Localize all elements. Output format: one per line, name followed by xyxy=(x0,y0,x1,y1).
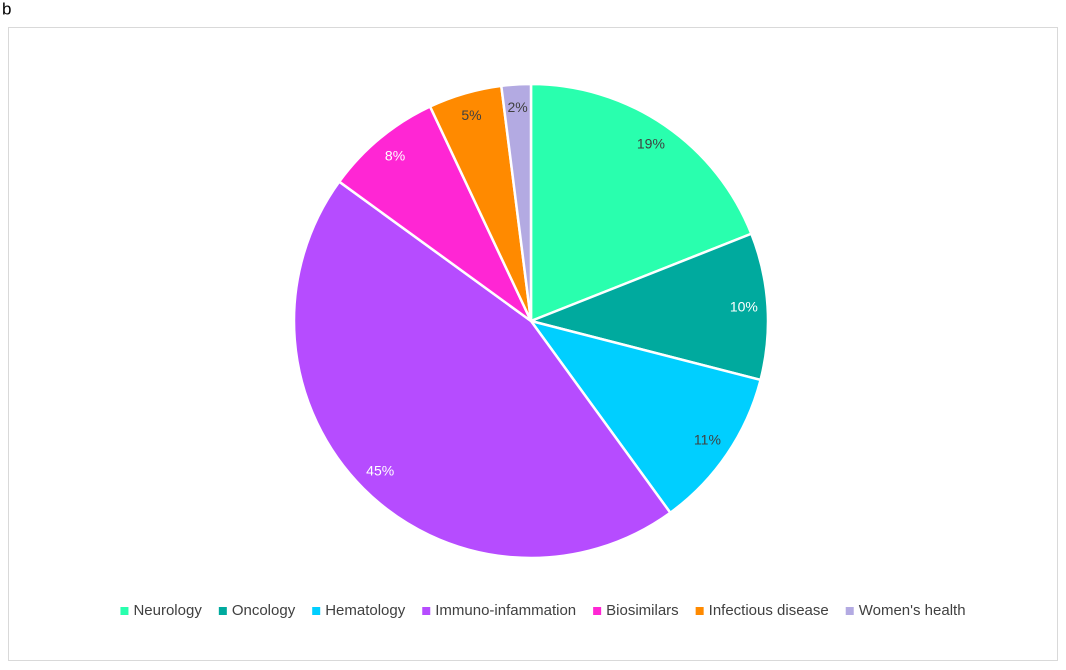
legend-label: Immuno-infammation xyxy=(435,602,576,619)
legend-label: Hematology xyxy=(325,602,406,619)
data-label: 2% xyxy=(507,99,527,115)
legend-swatch xyxy=(422,607,431,615)
legend-swatch xyxy=(845,607,854,615)
legend-label: Women's health xyxy=(859,602,966,619)
pie-slice xyxy=(337,104,533,323)
data-label: 45% xyxy=(366,463,394,479)
data-label: 8% xyxy=(385,147,405,163)
data-label: 10% xyxy=(730,298,758,314)
legend-swatch xyxy=(312,607,321,615)
legend-swatch xyxy=(593,607,602,615)
pie-slice xyxy=(527,318,763,515)
pie-slice xyxy=(529,82,753,323)
pie-slice xyxy=(499,82,533,322)
legend-label: Neurology xyxy=(133,602,202,619)
legend-label: Biosimilars xyxy=(606,602,679,619)
pie-slice xyxy=(526,232,770,382)
panel-label: b xyxy=(2,0,11,18)
legend-label: Infectious disease xyxy=(709,602,829,619)
data-label: 11% xyxy=(694,432,721,448)
data-label: 5% xyxy=(461,107,481,123)
pie-slice xyxy=(292,179,673,560)
legend-label: Oncology xyxy=(232,602,296,619)
legend-swatch xyxy=(120,607,129,615)
data-label: 19% xyxy=(637,135,665,151)
legend-swatch xyxy=(218,607,227,615)
legend-swatch xyxy=(695,607,704,615)
